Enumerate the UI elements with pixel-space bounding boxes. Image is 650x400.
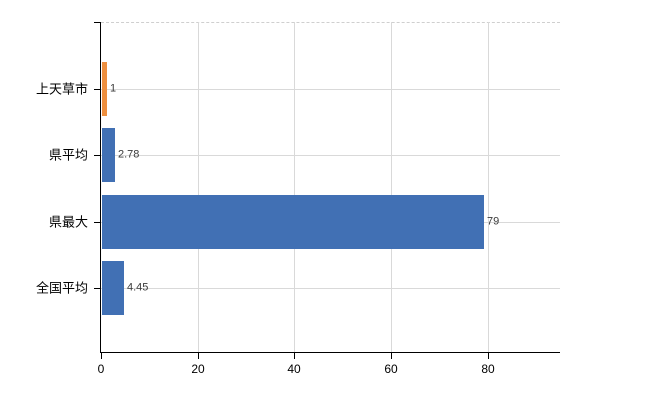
x-tick-label: 0	[97, 362, 105, 376]
plot-top-border	[101, 22, 560, 23]
x-tick-label: 40	[287, 362, 301, 376]
x-tick	[391, 353, 392, 359]
x-axis-line	[100, 352, 560, 353]
v-gridline	[294, 22, 295, 352]
v-gridline	[488, 22, 489, 352]
x-tick	[198, 353, 199, 359]
y-tick	[94, 222, 101, 223]
bar-value-label: 1	[110, 82, 117, 94]
bar-value-label: 2.78	[118, 148, 140, 161]
y-tick	[94, 89, 101, 90]
x-tick	[101, 353, 102, 359]
h-gridline	[101, 89, 560, 90]
y-tick	[94, 22, 101, 23]
h-gridline	[101, 288, 560, 289]
category-label: 県平均	[48, 147, 88, 163]
bar-value-label: 4.45	[127, 281, 149, 294]
h-gridline	[101, 155, 560, 156]
category-label: 県最大	[48, 214, 88, 229]
x-tick-label: 20	[191, 362, 205, 376]
x-tick-label: 60	[384, 362, 398, 376]
category-label: 全国平均	[35, 280, 88, 296]
bar	[102, 62, 107, 116]
bar-value-label: 79	[487, 215, 500, 227]
bar	[102, 195, 484, 249]
category-label: 上天草市	[35, 81, 88, 96]
v-gridline	[391, 22, 392, 352]
bar	[102, 128, 115, 182]
y-tick	[94, 155, 101, 156]
v-gridline	[198, 22, 199, 352]
x-tick	[488, 353, 489, 359]
y-axis-line	[100, 22, 101, 353]
y-tick	[94, 288, 101, 289]
x-tick-label: 80	[481, 362, 495, 376]
bar	[102, 261, 124, 315]
x-tick	[294, 353, 295, 359]
